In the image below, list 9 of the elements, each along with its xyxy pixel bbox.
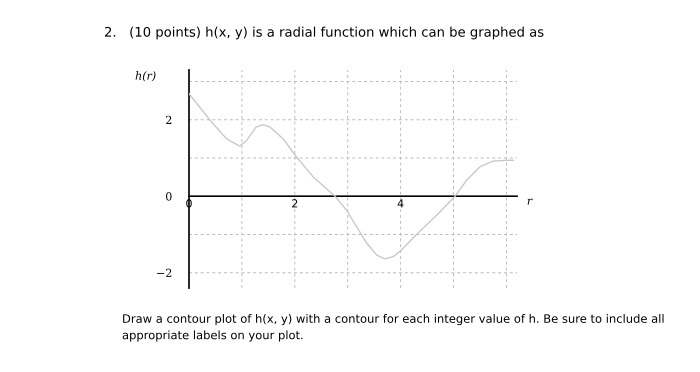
text: Draw a contour plot of h(x, y) with a contour for each integer value of h. Be sure to include all appropriate labels on your plot. (122, 314, 664, 342)
y-tick-label: 2 (166, 116, 172, 124)
x-axis-title: r (528, 198, 533, 205)
x-tick-label: 2 (292, 199, 298, 208)
y-axis-title: h(r) (136, 71, 156, 82)
x-tick-label: 4 (398, 199, 404, 208)
y-tick-label: −2 (157, 268, 172, 277)
y-tick-label: 0 (166, 192, 172, 201)
chart-title: 2. (10 points) h(x, y) is a radial function which can be graphed as (104, 26, 544, 40)
